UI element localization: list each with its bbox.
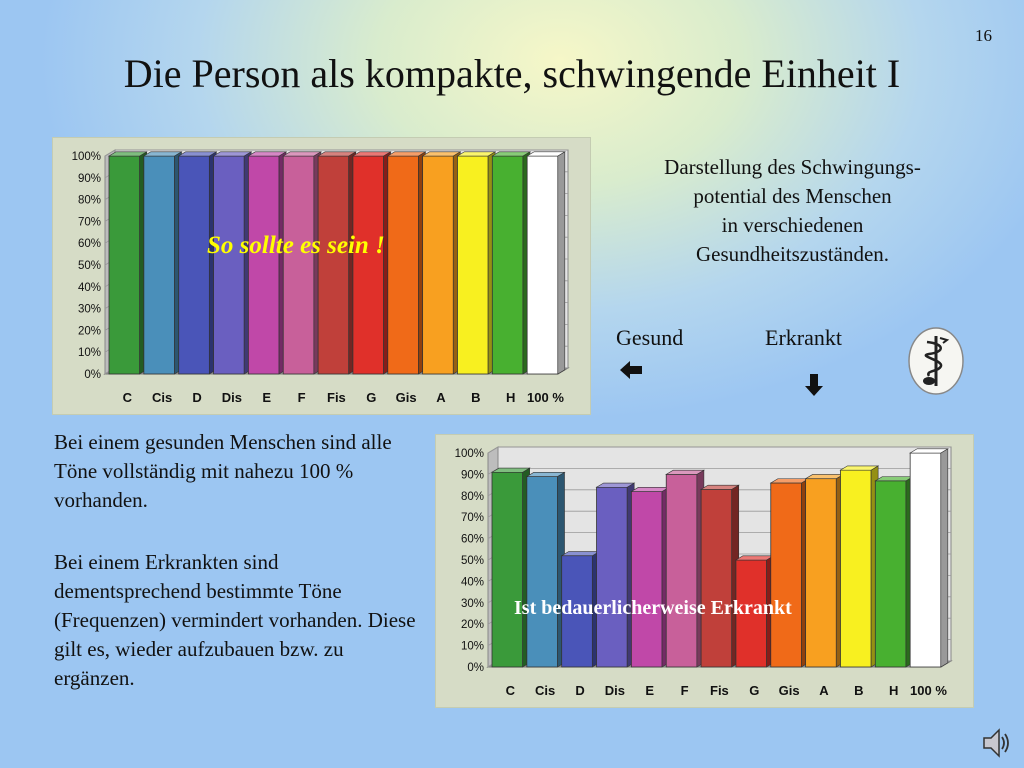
x-tick-label: D <box>192 390 201 405</box>
y-tick-label: 20% <box>78 325 101 337</box>
y-tick-label: 30% <box>78 304 101 316</box>
x-tick-label: Cis <box>535 683 555 698</box>
x-tick-label: C <box>506 683 516 698</box>
gridline <box>104 149 568 157</box>
y-tick-label: 60% <box>78 238 101 250</box>
y-tick-label: 0% <box>467 662 484 674</box>
bar <box>665 469 705 668</box>
sick-chart-annotation: Ist bedauerlicherweise Erkrankt <box>514 597 792 619</box>
y-tick-label: 80% <box>461 491 484 503</box>
x-tick-label: E <box>262 390 271 405</box>
slide-title: Die Person als kompakte, schwingende Ein… <box>123 51 901 96</box>
x-tick-label: Fis <box>327 390 346 405</box>
description-line: Gesundheitszuständen. <box>695 242 890 266</box>
x-tick-label: Gis <box>779 683 800 698</box>
arrow-left-icon <box>618 358 644 388</box>
bar <box>490 467 531 668</box>
y-tick-label: 60% <box>461 534 484 546</box>
x-tick-label: G <box>366 390 376 405</box>
y-tick-label: 50% <box>78 260 101 272</box>
bar <box>560 550 601 668</box>
sick-chart: 0% 10% 20% 30% 40% 50% 60% 70% 80% 90% 100% C Cis D Di… <box>435 434 974 708</box>
arrow-down-icon <box>803 372 825 405</box>
x-tick-label: C <box>123 390 133 405</box>
x-tick-label: H <box>889 683 898 698</box>
y-tick-label: 80% <box>78 195 101 207</box>
x-tick-label: G <box>749 683 759 698</box>
bar <box>525 471 566 668</box>
y-tick-label: 10% <box>461 641 484 653</box>
x-tick-label: B <box>854 683 863 698</box>
x-tick-label: E <box>645 683 654 698</box>
y-tick-label: 70% <box>461 512 484 524</box>
bar <box>177 151 218 375</box>
y-tick-label: 100% <box>455 448 484 460</box>
gridline <box>487 446 951 454</box>
y-tick-label: 90% <box>461 469 484 481</box>
x-tick-label: Dis <box>222 390 242 405</box>
x-tick-label: F <box>681 683 689 698</box>
paragraph-sick: Bei einem Erkrankten sind dementsprechen… <box>54 550 416 690</box>
bar <box>142 151 183 375</box>
x-tick-label: B <box>471 390 480 405</box>
bar <box>699 484 740 668</box>
bar <box>316 151 357 375</box>
bar <box>909 448 949 668</box>
label-healthy: Gesund <box>616 325 684 350</box>
y-tick-label: 50% <box>461 555 484 567</box>
x-tick-label: D <box>575 683 584 698</box>
description-line: Darstellung des Schwingungs- <box>664 155 921 179</box>
x-tick-label: Gis <box>396 390 417 405</box>
x-tick-label: 100 % <box>910 683 947 698</box>
bar <box>351 151 392 375</box>
y-tick-label: 70% <box>78 216 101 228</box>
bar <box>212 151 253 375</box>
bar <box>769 478 810 668</box>
x-tick-label: A <box>819 683 829 698</box>
bar <box>630 486 671 668</box>
x-tick-label: H <box>506 390 515 405</box>
bar <box>874 476 915 668</box>
y-tick-label: 30% <box>461 598 484 610</box>
paragraph-healthy: Bei einem gesunden Menschen sind alle Tö… <box>54 430 392 512</box>
chart-svg: 0% 10% 20% 30% 40% 50% 60% 70% 80% 90% 100% C Cis D Di… <box>455 446 953 698</box>
y-tick-label: 40% <box>461 576 484 588</box>
healthy-chart: 0% 10% 20% 30% 40% 50% 60% 70% 80% 90% 100% C Cis D Di… <box>52 137 591 415</box>
bar <box>282 151 322 375</box>
bar <box>734 555 775 668</box>
y-tick-label: 20% <box>461 619 484 631</box>
bar <box>107 151 148 375</box>
y-tick-label: 100% <box>72 151 101 163</box>
description-line: potential des Menschen <box>693 184 892 208</box>
bar <box>386 151 427 375</box>
x-tick-label: Dis <box>605 683 625 698</box>
x-tick-label: A <box>436 390 446 405</box>
bar <box>421 151 462 375</box>
slide-number: 16 <box>975 26 992 45</box>
bar <box>491 151 532 375</box>
description: Darstellung des Schwingungs- potential d… <box>610 153 975 269</box>
chart-svg: 0% 10% 20% 30% 40% 50% 60% 70% 80% 90% 100% C Cis D Di… <box>72 149 570 405</box>
bar <box>804 473 845 668</box>
bar <box>839 465 880 668</box>
x-tick-label: Fis <box>710 683 729 698</box>
speaker-icon[interactable] <box>982 726 1010 760</box>
y-tick-label: 0% <box>84 369 101 381</box>
y-tick-label: 40% <box>78 282 101 294</box>
caduceus-icon <box>907 326 965 396</box>
x-tick-label: 100 % <box>527 390 564 405</box>
y-tick-label: 10% <box>78 347 101 359</box>
bar <box>456 151 497 375</box>
healthy-chart-annotation: So sollte es sein ! <box>207 232 385 259</box>
description-line: in verschiedenen <box>721 213 864 237</box>
y-tick-label: 90% <box>78 173 101 185</box>
bar <box>595 482 636 668</box>
bar <box>247 151 288 375</box>
label-sick: Erkrankt <box>765 325 842 350</box>
x-tick-label: F <box>298 390 306 405</box>
x-tick-label: Cis <box>152 390 172 405</box>
bar <box>526 151 566 375</box>
